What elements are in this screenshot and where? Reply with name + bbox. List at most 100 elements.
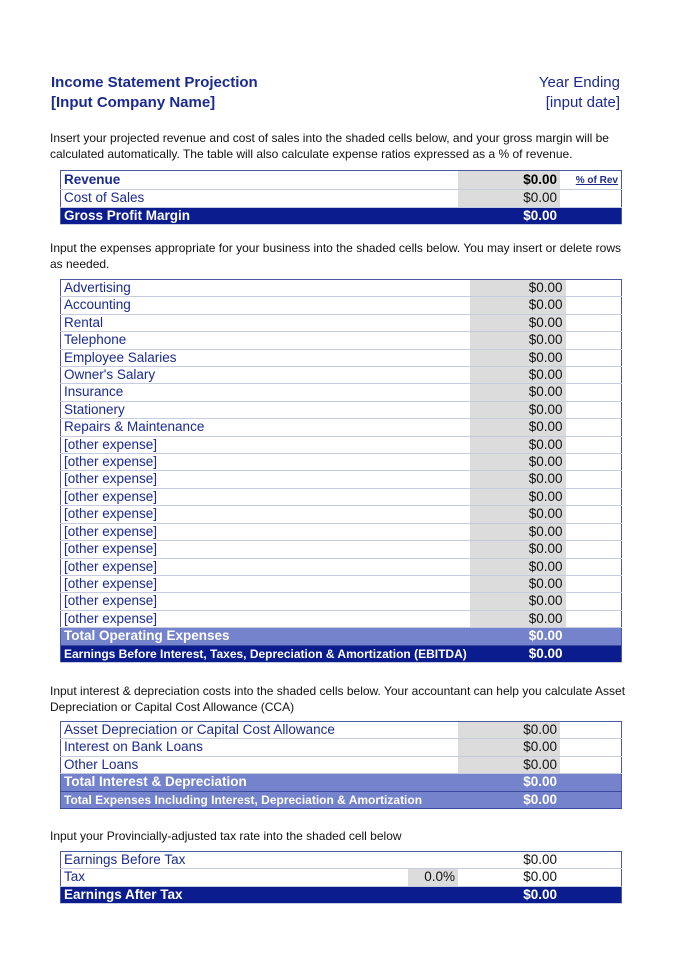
value-input[interactable]: $0.00 <box>458 738 560 757</box>
row-label: [other expense] <box>60 523 470 542</box>
table-row: Other Loans $0.00 <box>60 756 622 775</box>
row-label: [other expense] <box>60 575 470 594</box>
value-input[interactable]: $0.00 <box>469 592 566 611</box>
revenue-input[interactable]: $0.00 <box>458 170 560 191</box>
row-label: [other expense] <box>60 540 470 559</box>
table-row: [other expense] $0.00 <box>60 436 622 455</box>
row-value: $0.00 <box>458 207 560 226</box>
table-row: Insurance $0.00 <box>60 383 622 402</box>
row-label: [other expense] <box>60 610 470 629</box>
row-label: Accounting <box>60 296 470 315</box>
year-label: Year Ending <box>538 74 620 91</box>
row-label: [other expense] <box>60 453 470 472</box>
row-label: Total Expenses Including Interest, Depre… <box>60 791 458 810</box>
revenue-note: Insert your projected revenue and cost o… <box>50 131 609 161</box>
table-row: Total Interest & Depreciation $0.00 <box>60 773 622 792</box>
row-value: $0.00 <box>458 791 560 810</box>
table-row: [other expense] $0.00 <box>60 575 622 594</box>
table-row: Rental $0.00 <box>60 314 622 333</box>
cost-of-sales-input[interactable]: $0.00 <box>458 189 560 208</box>
row-label: Employee Salaries <box>60 349 470 368</box>
row-label: Total Operating Expenses <box>60 627 470 646</box>
tax-table: Earnings Before Tax $0.00 Tax 0.0% $0.00 Ea… <box>60 851 622 905</box>
table-row: Stationery $0.00 <box>60 401 622 420</box>
company-name[interactable]: [Input Company Name] <box>51 94 216 111</box>
table-row: Total Operating Expenses $0.00 <box>60 627 622 646</box>
row-label: Asset Depreciation or Capital Cost Allow… <box>60 721 458 740</box>
row-label: [other expense] <box>60 505 470 524</box>
pct-of-rev-link[interactable]: % of Rev <box>575 175 618 186</box>
row-label: Repairs & Maintenance <box>60 418 470 437</box>
row-label: Tax <box>60 868 408 887</box>
table-row: Owner's Salary $0.00 <box>60 366 622 385</box>
value-input[interactable]: $0.00 <box>469 453 566 472</box>
table-row: Interest on Bank Loans $0.00 <box>60 738 622 757</box>
row-label: Earnings Before Interest, Taxes, Depreci… <box>60 645 470 663</box>
row-label: Earnings Before Tax <box>60 851 408 870</box>
table-row: Earnings After Tax $0.00 <box>60 886 622 905</box>
value-input[interactable]: $0.00 <box>469 279 566 298</box>
value-input[interactable]: $0.00 <box>469 366 566 385</box>
value-input[interactable]: $0.00 <box>469 418 566 437</box>
table-row: [other expense] $0.00 <box>60 505 622 524</box>
table-row: Earnings Before Interest, Taxes, Depreci… <box>60 645 622 663</box>
table-row: [other expense] $0.00 <box>60 470 622 489</box>
value-input[interactable]: $0.00 <box>469 558 566 576</box>
row-label: Rental <box>60 314 470 333</box>
value-input[interactable]: $0.00 <box>469 523 566 542</box>
row-label: Telephone <box>60 331 470 350</box>
table-row: [other expense] $0.00 <box>60 592 622 611</box>
row-value: $0.00 <box>458 868 560 887</box>
table-row: [other expense] $0.00 <box>60 610 622 629</box>
row-label: Interest on Bank Loans <box>60 738 458 757</box>
row-value: $0.00 <box>458 851 560 870</box>
value-input[interactable]: $0.00 <box>469 314 566 333</box>
table-row: Revenue $0.00 % of Rev <box>60 170 622 191</box>
value-input[interactable]: $0.00 <box>469 401 566 420</box>
row-label: Earnings After Tax <box>60 886 408 905</box>
row-label: Stationery <box>60 401 470 420</box>
interest-table: Asset Depreciation or Capital Cost Allow… <box>60 721 622 810</box>
row-label: Revenue <box>60 170 458 191</box>
table-row: Tax 0.0% $0.00 <box>60 868 622 887</box>
value-input[interactable]: $0.00 <box>469 331 566 350</box>
row-value: $0.00 <box>469 627 566 646</box>
value-input[interactable]: $0.00 <box>458 721 560 740</box>
table-row: Asset Depreciation or Capital Cost Allow… <box>60 721 622 740</box>
value-input[interactable]: $0.00 <box>469 470 566 489</box>
table-row: Repairs & Maintenance $0.00 <box>60 418 622 437</box>
value-input[interactable]: $0.00 <box>458 756 560 775</box>
value-input[interactable]: $0.00 <box>469 575 566 594</box>
value-input[interactable]: $0.00 <box>469 505 566 524</box>
table-row: [other expense] $0.00 <box>60 523 622 542</box>
revenue-table: Revenue $0.00% of Rev Cost of Sales $0.00 … <box>60 170 622 226</box>
value-input[interactable]: $0.00 <box>469 296 566 315</box>
value-input[interactable]: $0.00 <box>469 383 566 402</box>
value-input[interactable]: $0.00 <box>469 610 566 629</box>
row-value: $0.00 <box>458 886 560 905</box>
table-row: [other expense] $0.00 <box>60 558 622 576</box>
value-input[interactable]: $0.00 <box>469 488 566 507</box>
table-row: Cost of Sales $0.00 <box>60 189 622 208</box>
page-title: Income Statement Projection <box>51 74 258 91</box>
expenses-table: Advertising $0.00 Accounting $0.00 Rental $0.… <box>60 279 622 663</box>
value-input[interactable]: $0.00 <box>469 349 566 368</box>
table-row: Accounting $0.00 <box>60 296 622 315</box>
row-label: Owner's Salary <box>60 366 470 385</box>
table-row: [other expense] $0.00 <box>60 453 622 472</box>
table-row: Earnings Before Tax $0.00 <box>60 851 622 870</box>
row-label: Other Loans <box>60 756 458 775</box>
value-input[interactable]: $0.00 <box>469 540 566 559</box>
tax-rate-input[interactable]: 0.0% <box>408 868 458 887</box>
value-input[interactable]: $0.00 <box>469 436 566 455</box>
row-label: Total Interest & Depreciation <box>60 773 458 792</box>
table-row: Total Expenses Including Interest, Depre… <box>60 791 622 810</box>
table-row: Gross Profit Margin $0.00 <box>60 207 622 226</box>
row-value: $0.00 <box>458 773 560 792</box>
row-label: Cost of Sales <box>60 189 458 208</box>
table-row: Employee Salaries $0.00 <box>60 349 622 368</box>
tax-note: Input your Provincially-adjusted tax rat… <box>50 829 402 843</box>
row-label: [other expense] <box>60 488 470 507</box>
input-date[interactable]: [input date] <box>545 94 620 111</box>
